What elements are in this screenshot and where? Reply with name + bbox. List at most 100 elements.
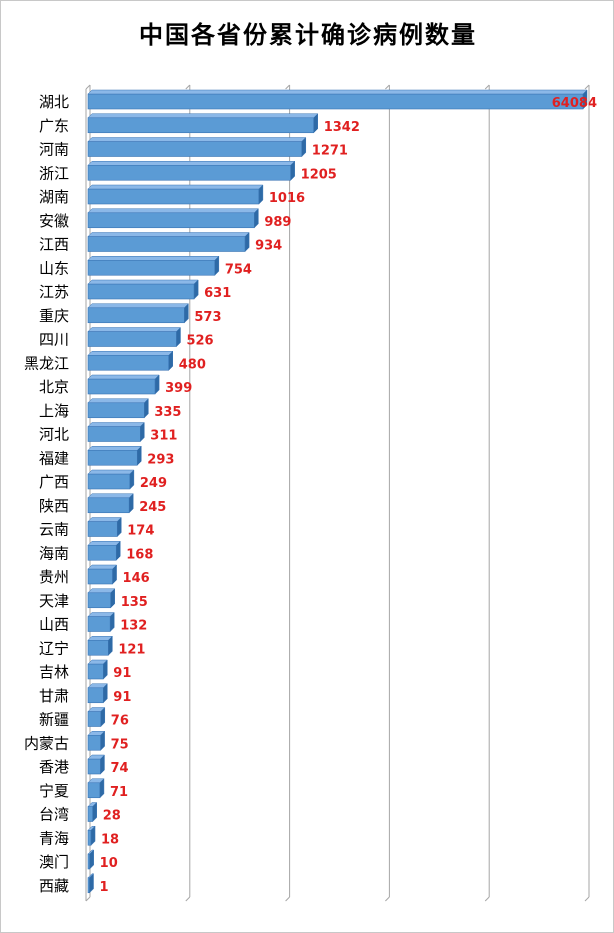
bar-河南 [87,141,303,157]
bar-top-河北 [87,422,145,427]
data-label: 28 [103,809,121,824]
data-label: 1016 [269,191,305,206]
bar-side-澳门 [89,849,94,870]
gridline-foot [584,896,590,902]
category-label: 上海 [39,402,69,420]
bar-side-湖南 [258,184,264,205]
gridline-cap [484,84,490,90]
bar-甘肃 [87,687,104,704]
bar-香港 [87,758,101,775]
bar-top-黑龙江 [87,351,174,356]
bar-湖北 [87,93,584,110]
data-label: 71 [110,785,128,800]
bar-side-北京 [154,374,160,395]
bar-海南 [87,544,117,561]
category-label: 山西 [39,616,69,634]
bar-layer [87,89,588,894]
data-label: 121 [118,642,145,657]
data-label: 934 [255,239,282,254]
data-label: 249 [140,476,167,491]
bar-江西 [87,236,246,252]
data-label: 399 [165,381,192,396]
gridline-foot [385,896,390,902]
data-label: 573 [194,310,221,325]
bar-side-重庆 [184,303,189,324]
bar-side-河南 [301,136,307,158]
bar-side-河北 [140,421,145,443]
data-label: 631 [204,286,231,301]
data-label: 135 [121,595,148,610]
bar-广东 [87,117,315,134]
bar-side-山东 [214,255,220,276]
bar-浙江 [87,164,291,181]
bar-side-西藏 [89,873,94,894]
category-label: 浙江 [39,164,69,182]
bar-辽宁 [87,639,109,656]
bar-陕西 [87,497,130,514]
bar-side-香港 [100,754,105,775]
data-label: 174 [127,524,154,539]
bar-side-湖北 [582,89,588,110]
bar-side-广西 [129,469,135,490]
bar-top-海南 [87,541,121,546]
bar-台湾 [87,806,94,822]
bar-side-甘肃 [103,683,108,704]
bar-side-贵州 [112,564,117,585]
bar-side-安徽 [254,208,259,229]
bar-side-青海 [90,825,96,846]
bar-重庆 [87,307,185,324]
data-label: 989 [264,215,291,230]
category-label: 新疆 [39,711,69,729]
bar-宁夏 [87,782,101,799]
gridline-foot [85,896,91,902]
data-label: 74 [110,761,128,776]
bar-top-陕西 [87,493,134,498]
chart-title: 中国各省份累计确诊病例数量 [139,21,477,49]
bar-山东 [87,259,216,276]
category-label: 香港 [39,758,69,776]
bar-side-江西 [244,231,250,253]
bar-side-山西 [109,611,115,633]
bar-side-宁夏 [99,778,105,799]
gridline-cap [185,84,191,90]
bar-side-新疆 [100,706,106,728]
bar-top-贵州 [87,564,118,570]
bar-side-浙江 [290,160,295,181]
category-label: 宁夏 [39,782,69,800]
bar-top-广东 [87,113,319,118]
bar-河北 [87,426,141,442]
bar-top-江西 [87,232,250,237]
category-label: 内蒙古 [24,734,69,752]
bar-上海 [87,402,145,419]
category-label: 西藏 [39,877,69,895]
category-label: 辽宁 [39,639,69,657]
bar-top-山西 [87,612,115,617]
bar-top-河南 [87,137,307,142]
data-label: 91 [113,690,131,705]
data-label: 91 [113,666,131,681]
category-label: 海南 [39,544,69,562]
bar-福建 [87,449,138,466]
gridline-cap [385,84,390,90]
bar-side-上海 [144,398,149,419]
bar-side-海南 [116,540,121,561]
data-label: 1 [100,880,109,895]
bar-江苏 [87,283,195,300]
category-label: 广东 [39,117,69,135]
bar-top-北京 [87,374,160,380]
category-label: 江苏 [39,283,69,301]
bar-top-湖北 [87,89,588,95]
category-label: 青海 [39,829,69,847]
category-label: 陕西 [39,497,69,515]
bar-四川 [87,331,177,347]
data-label: 168 [126,547,153,562]
bar-top-安徽 [87,208,259,213]
data-label: 75 [111,737,129,752]
gridline-foot [185,896,191,902]
category-label: 福建 [39,449,69,467]
bar-top-江苏 [87,279,199,285]
data-label: 293 [147,452,174,467]
label-layer: 湖北 64084 广东 1342 河南 1271 浙江 1205 湖南 1016 安徽 989 江西 93… [24,93,597,895]
